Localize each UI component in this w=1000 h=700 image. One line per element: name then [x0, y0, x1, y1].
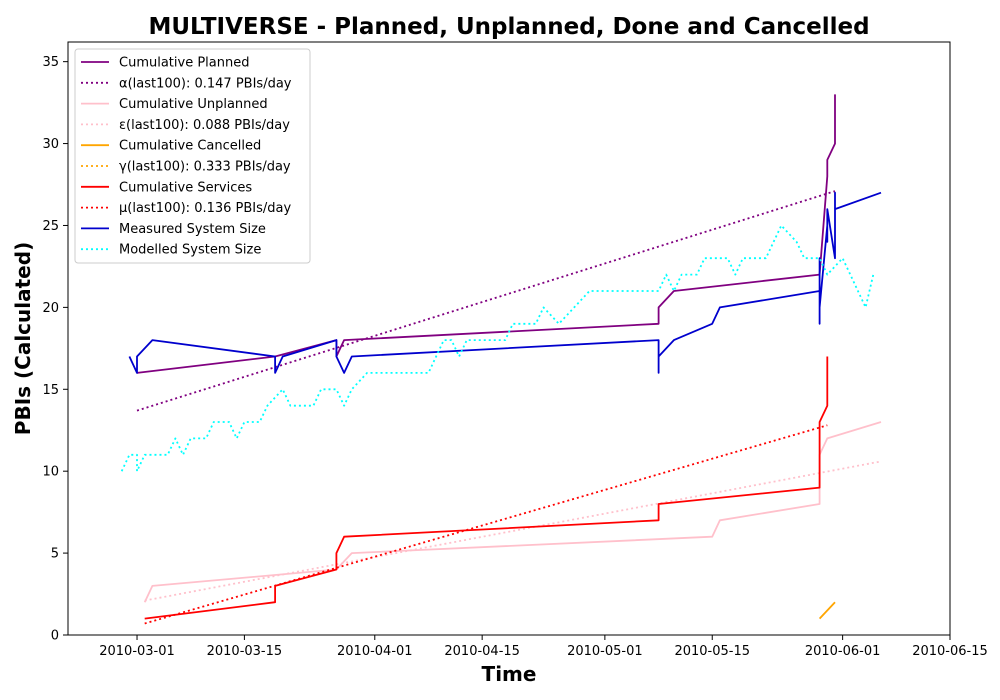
series-line-last100-0-136-pbis-day	[144, 424, 828, 625]
series-line-measured-system-size	[128, 191, 882, 374]
y-axis-label: PBIs (Calculated)	[11, 242, 35, 435]
legend-label: Modelled System Size	[119, 243, 261, 258]
legend: Cumulative Planned α(last100): 0.147 PBIs…	[74, 48, 311, 264]
x-tick-label: 2010-04-01	[337, 644, 413, 659]
x-tick-label: 2010-05-15	[674, 644, 750, 659]
y-tick-label: 5	[51, 547, 59, 562]
y-tick-label: 15	[42, 383, 59, 398]
series-layer	[120, 94, 882, 625]
series-line-modelled-system-size	[120, 224, 875, 473]
legend-label: Measured System Size	[119, 222, 266, 237]
y-tick-label: 10	[42, 465, 59, 480]
x-tick-label: 2010-05-01	[567, 644, 643, 659]
y-tick-label: 25	[42, 219, 59, 234]
legend-label: Cumulative Planned	[119, 56, 249, 71]
x-axis-label: Time	[482, 662, 537, 686]
y-tick-label: 20	[42, 301, 59, 316]
y-tick-label: 30	[42, 137, 59, 152]
x-tick-label: 2010-06-01	[805, 644, 881, 659]
y-tick-label: 35	[42, 55, 59, 70]
legend-label: Cumulative Services	[119, 180, 252, 195]
x-tick-label: 2010-03-01	[99, 644, 175, 659]
plot-frame	[67, 41, 951, 636]
legend-label: Cumulative Unplanned	[119, 97, 268, 112]
x-ticks: 2010-03-01 2010-03-15 2010-04-01 2010-04-15…	[99, 635, 988, 659]
series-line-cumulative-unplanned	[143, 421, 882, 603]
chart-title: MULTIVERSE - Planned, Unplanned, Done an…	[148, 14, 869, 40]
legend-label: γ(last100): 0.333 PBIs/day	[119, 160, 291, 175]
legend-box	[74, 48, 311, 264]
legend-label: μ(last100): 0.136 PBIs/day	[119, 201, 291, 216]
x-tick-label: 2010-04-15	[444, 644, 520, 659]
y-ticks: 0 5 10 15 20 25 30 35	[42, 55, 68, 644]
legend-label: α(last100): 0.147 PBIs/day	[119, 76, 292, 91]
y-tick-label: 0	[51, 629, 59, 644]
x-tick-label: 2010-06-15	[912, 644, 988, 659]
legend-label: Cumulative Cancelled	[119, 139, 261, 154]
x-tick-label: 2010-03-15	[207, 644, 283, 659]
legend-label: ε(last100): 0.088 PBIs/day	[119, 118, 290, 133]
series-line-cumulative-cancelled	[818, 601, 836, 620]
series-line-last100-0-147-pbis-day	[136, 190, 836, 412]
